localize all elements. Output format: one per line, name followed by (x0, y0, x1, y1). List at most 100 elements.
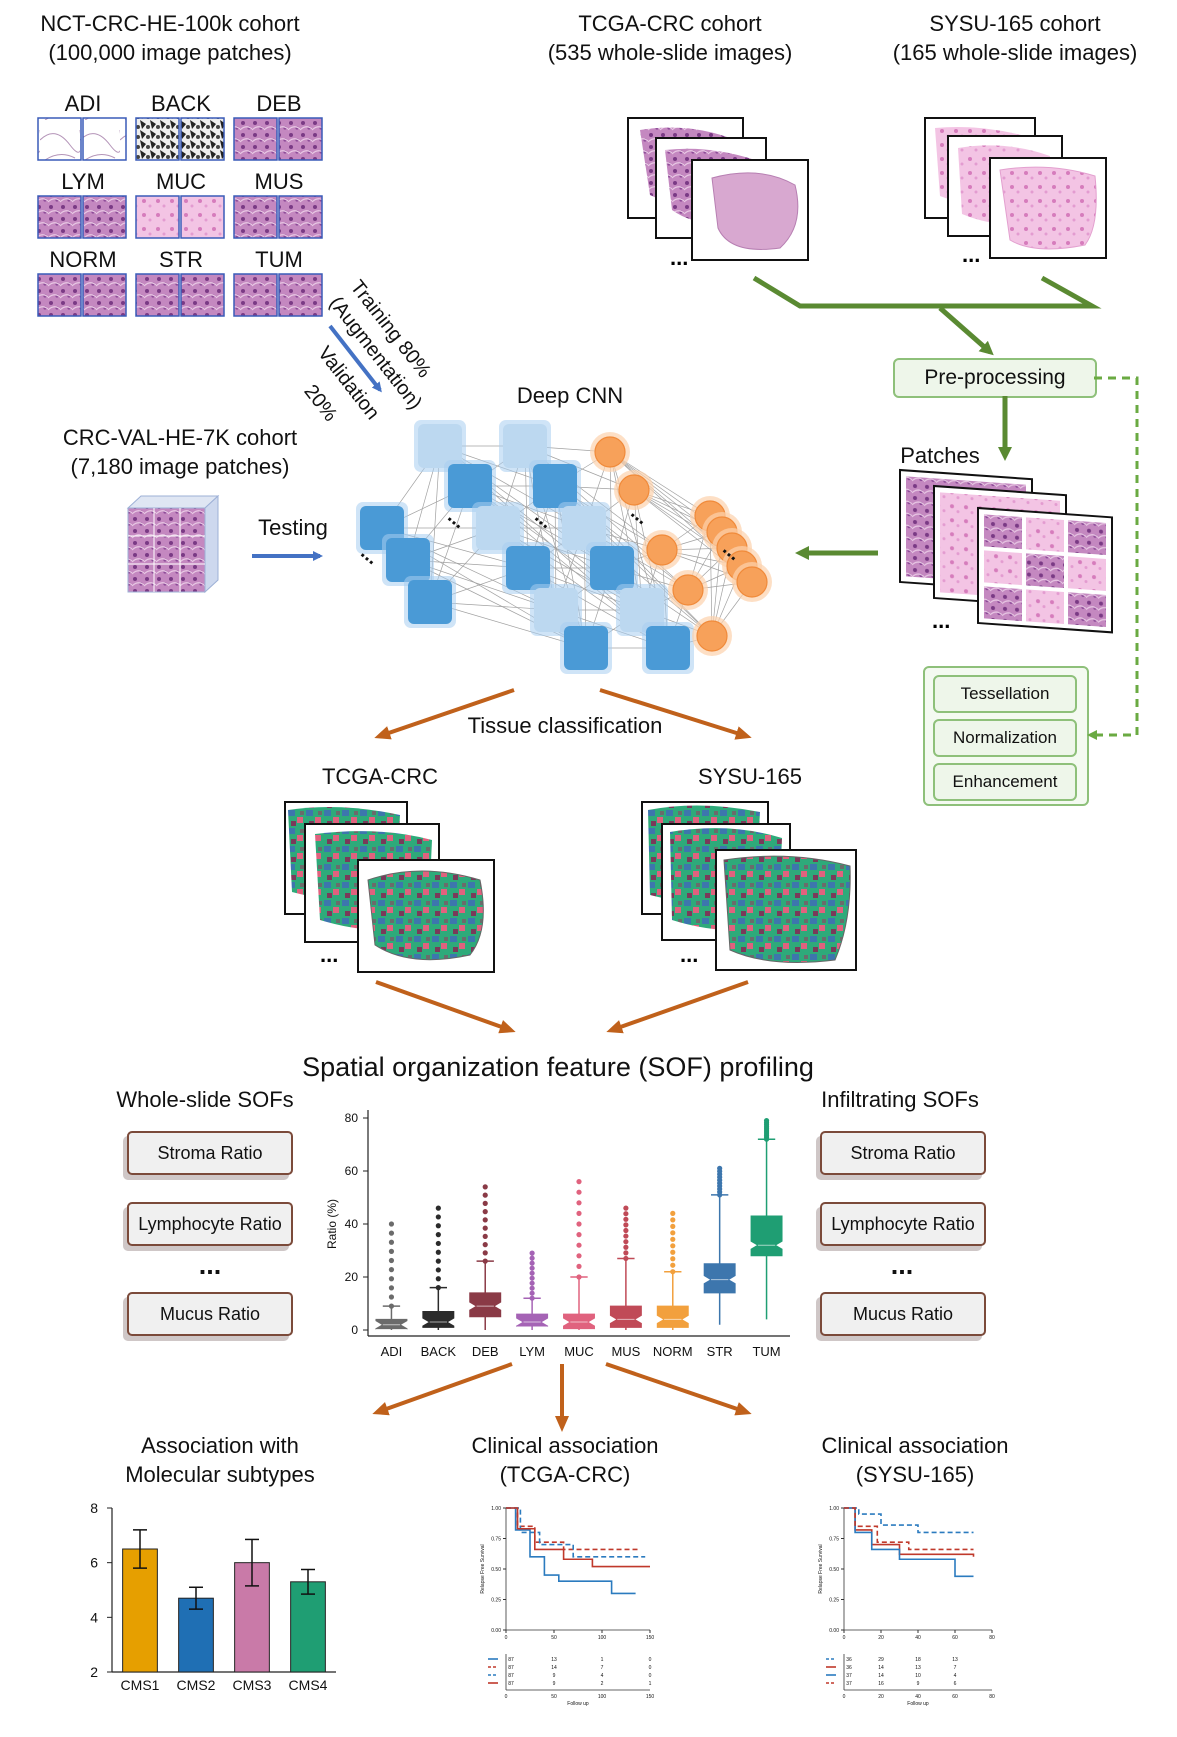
val-cohort-title: CRC-VAL-HE-7K cohort (62, 425, 298, 450)
sof-boxplot: 0 20 40 60 80 Ratio (%) ADI BACK DEB LYM MUC MUS NOR… (325, 1110, 790, 1359)
tissue-patch (180, 117, 225, 161)
tissue-class-label: BACK (151, 91, 211, 116)
km-table-value: 13 (952, 1657, 958, 1663)
tissue-patch (82, 273, 127, 317)
bar-category-label: CMS3 (233, 1677, 272, 1693)
nct-patch-grid (37, 117, 323, 317)
tissue-patch (37, 195, 82, 239)
boxplot-outlier (623, 1205, 629, 1211)
boxplot-outlier (529, 1275, 535, 1281)
boxplot-outlier (623, 1211, 629, 1217)
sof-title-pre: Spatial organization feature ( (302, 1052, 648, 1082)
boxplot-y-tick-label: 60 (345, 1164, 359, 1178)
km-table-value: 37 (846, 1681, 852, 1687)
sof-ellipsis-left: ... (198, 1250, 222, 1280)
boxplot-outlier (576, 1242, 582, 1248)
km-curve (506, 1507, 641, 1551)
boxplot-outlier (670, 1249, 676, 1255)
sysu-cohort-title: SYSU-165 cohort (929, 11, 1101, 36)
map-left-label: TCGA-CRC (321, 764, 439, 789)
boxplot-outlier (623, 1227, 629, 1234)
tcga-slide-ellipsis: ... (670, 245, 688, 270)
boxplot-outlier (388, 1303, 395, 1309)
boxplot-outlier (529, 1270, 535, 1276)
cnn-node-l2 (534, 588, 578, 632)
cnn-node-fc (696, 620, 728, 652)
km-table-value: 4 (601, 1673, 604, 1679)
sof-item-label: Mucus Ratio (852, 1304, 954, 1324)
tissue-class-label: DEB (256, 91, 302, 116)
km-table-value: 36 (846, 1665, 852, 1671)
km-x-tick-label: 50 (551, 1635, 557, 1641)
tcga-cohort-title: TCGA-CRC cohort (578, 11, 762, 36)
km-y-tick-label: 0.25 (829, 1598, 839, 1604)
cnn-node-l1 (408, 580, 452, 624)
boxplot-outlier (670, 1256, 676, 1262)
cnn-node-l2 (506, 546, 550, 590)
sof-to-molecular-arrow (372, 1362, 513, 1416)
validation-cube (126, 494, 220, 594)
boxplot-outlier (482, 1192, 488, 1198)
km-table-value: 2 (601, 1681, 604, 1687)
sof-item-label: Stroma Ratio (157, 1143, 263, 1163)
tissue-patch (135, 195, 180, 239)
boxplot-outlier (435, 1223, 441, 1229)
km-table-value: 13 (915, 1665, 921, 1671)
km-table-value: 14 (878, 1665, 884, 1671)
km-curve (506, 1507, 646, 1558)
tcga-clinical-title-1: Clinical association (471, 1433, 659, 1458)
km-y-tick-label: 0.50 (829, 1567, 839, 1573)
inf-mucus-ratio: Mucus Ratio (820, 1292, 986, 1336)
boxplot-outlier (576, 1274, 582, 1280)
km-y-tick-label: 0.00 (491, 1628, 501, 1634)
sysu-clinical-title-2: (SYSU-165) (855, 1462, 975, 1487)
cnn-node-fc (672, 574, 704, 606)
boxplot-category-label: STR (707, 1344, 733, 1359)
boxplot-outlier (763, 1118, 770, 1124)
tissue-class-label: MUS (254, 169, 304, 194)
boxplot-outlier (435, 1205, 441, 1211)
deep-cnn-label: Deep CNN (516, 383, 624, 408)
to-sysu-map-arrow (599, 688, 752, 740)
training-arrow (328, 324, 382, 393)
km-table-value: 0 (649, 1657, 652, 1663)
boxplot-outlier (670, 1262, 676, 1268)
boxplot-outlier (388, 1248, 395, 1254)
boxplot-category-label: TUM (752, 1344, 780, 1359)
sof-title: Spatial organization feature (SOF) profi… (238, 1052, 878, 1082)
tissue-class-label: ADI (64, 91, 102, 116)
km-table-value: 9 (553, 1673, 556, 1679)
boxplot-y-tick-label: 40 (345, 1217, 359, 1231)
km-curve (506, 1507, 650, 1568)
boxplot-outlier (529, 1260, 535, 1266)
bar (178, 1597, 214, 1673)
km-y-tick-label: 0.50 (491, 1567, 501, 1573)
boxplot-outlier (529, 1290, 535, 1296)
nct-cohort-subtitle: (100,000 image patches) (48, 40, 292, 65)
km-table-value: 9 (553, 1681, 556, 1687)
boxplot-outlier (623, 1222, 629, 1228)
boxplot-y-label: Ratio (%) (325, 1199, 339, 1249)
boxplot-outlier (529, 1265, 535, 1271)
boxplot-category-label: ADI (381, 1344, 403, 1359)
km-y-tick-label: 0.75 (491, 1537, 501, 1543)
cnn-node-l2 (564, 626, 608, 670)
boxplot-category-label: DEB (472, 1344, 499, 1359)
tissue-patch (82, 117, 127, 161)
boxplot-outlier (482, 1200, 488, 1206)
nct-cohort-title: NCT-CRC-HE-100k cohort (40, 11, 300, 36)
boxplot-outlier (388, 1221, 395, 1227)
cnn-node-l3 (590, 546, 634, 590)
km-table-value: 7 (601, 1665, 604, 1671)
tcga-cohort-subtitle: (535 whole-slide images) (547, 40, 793, 65)
tissue-patch (82, 195, 127, 239)
boxplot-outlier (435, 1276, 441, 1282)
km-table-x-tick: 50 (551, 1694, 557, 1700)
cohort-merge-line (752, 275, 1102, 309)
sysu-to-sof-arrow (606, 980, 749, 1034)
sof-to-sysu-clinical-arrow (605, 1362, 752, 1416)
boxplot-outlier (482, 1258, 488, 1264)
to-tcga-map-arrow (374, 688, 515, 740)
boxplot-outlier (388, 1239, 395, 1245)
